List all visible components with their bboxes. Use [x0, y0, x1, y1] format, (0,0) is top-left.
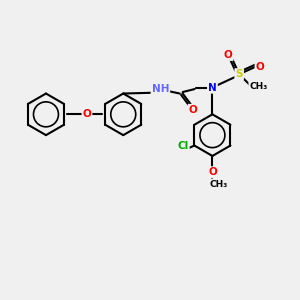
- Text: CH₃: CH₃: [210, 180, 228, 189]
- Text: CH₃: CH₃: [249, 82, 268, 91]
- Text: NH: NH: [152, 84, 169, 94]
- Text: O: O: [208, 167, 217, 177]
- Text: O: O: [256, 62, 264, 72]
- Text: O: O: [224, 50, 233, 60]
- Text: N: N: [208, 82, 217, 93]
- Text: Cl: Cl: [177, 141, 189, 152]
- Text: S: S: [236, 69, 243, 79]
- Text: O: O: [82, 109, 91, 119]
- Text: O: O: [189, 105, 197, 115]
